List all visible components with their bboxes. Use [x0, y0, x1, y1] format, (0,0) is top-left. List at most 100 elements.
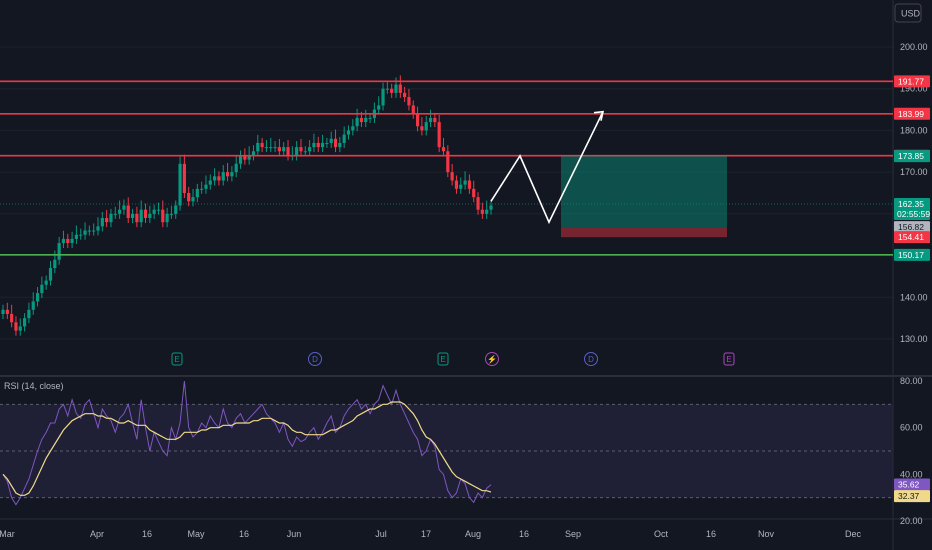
price-label-text: 154.41 [898, 232, 924, 242]
candle-body [156, 209, 161, 211]
countdown-label: 02:55:59 [897, 209, 930, 219]
candle-body [377, 105, 381, 110]
candle-body [467, 180, 472, 189]
candle-body [208, 180, 212, 185]
candle-body [1, 309, 5, 314]
candle-body [61, 238, 66, 244]
rsi-ma-value-box [894, 490, 930, 503]
candle-body [130, 213, 135, 219]
time-tick-label: Aug [465, 529, 481, 539]
candle-body [118, 209, 122, 214]
price-label-box [894, 150, 930, 163]
candle-body [472, 188, 476, 198]
candle-body [368, 117, 372, 119]
candle-body [390, 88, 394, 93]
price-label-text: 162.35 [898, 199, 924, 209]
earnings-event-icon[interactable] [723, 352, 735, 366]
candle-body [398, 84, 402, 93]
candle-body [40, 284, 44, 294]
candle-body [143, 209, 148, 219]
earnings-event-icon[interactable] [171, 352, 183, 366]
candle-body [338, 142, 342, 148]
candle-body [182, 163, 186, 193]
candle-body [178, 163, 182, 206]
candle-body [308, 147, 312, 152]
candle-body [351, 126, 355, 131]
time-tick-label: 16 [519, 529, 529, 539]
candle-body [437, 122, 441, 148]
candle-body [31, 301, 35, 310]
candle-body [113, 213, 117, 215]
candle-body [5, 309, 9, 314]
position-target-zone[interactable] [561, 156, 727, 228]
candle-body [355, 117, 359, 127]
candle-body [53, 259, 57, 269]
candle-body [424, 122, 428, 131]
rsi-tick-label: 20.00 [900, 516, 923, 526]
candle-body [411, 105, 415, 114]
rsi-value-box [894, 478, 930, 491]
candle-body [247, 155, 251, 160]
price-label-box [894, 198, 930, 221]
candle-body [174, 205, 178, 214]
rsi-value-text: 35.62 [898, 480, 920, 490]
candle-body [204, 184, 208, 189]
position-stop-zone[interactable] [561, 227, 727, 238]
candle-body [303, 151, 307, 153]
rsi-tick-label: 80.00 [900, 376, 923, 386]
time-tick-label: Oct [654, 529, 669, 539]
price-label-box [894, 75, 930, 88]
candle-body [135, 213, 139, 223]
price-tick-label: 200.00 [900, 42, 928, 52]
candle-body [446, 151, 450, 173]
candle-body [273, 147, 277, 149]
price-label-text: 183.99 [898, 109, 924, 119]
candle-body [394, 84, 398, 93]
rsi-line [2, 380, 492, 506]
candle-body [342, 134, 346, 143]
time-tick-label: Jun [287, 529, 302, 539]
candle-body [27, 309, 31, 319]
candle-body [364, 117, 368, 123]
earnings-event-icon[interactable] [437, 352, 449, 366]
candle-body [87, 230, 91, 232]
candle-body [234, 163, 238, 173]
candles [1, 75, 493, 336]
candle-body [22, 318, 27, 327]
candle-body [286, 147, 290, 156]
split-event-icon[interactable] [485, 352, 499, 366]
dividend-event-icon[interactable] [584, 352, 598, 366]
candle-body [260, 142, 264, 148]
candle-body [126, 205, 130, 219]
price-tick-label: 140.00 [900, 292, 928, 302]
rsi-tick-label: 40.00 [900, 469, 923, 479]
time-tick-label: 17 [421, 529, 431, 539]
candle-body [403, 92, 407, 98]
time-tick-label: Sep [565, 529, 581, 539]
candle-body [415, 113, 420, 127]
candle-body [277, 147, 281, 152]
price-tick-label: 130.00 [900, 334, 928, 344]
price-tick-label: 180.00 [900, 125, 928, 135]
candle-body [83, 230, 87, 235]
candle-body [450, 172, 454, 181]
currency-box[interactable] [894, 3, 922, 23]
candle-body [57, 243, 61, 260]
time-tick-label: 16 [239, 529, 249, 539]
candle-body [161, 209, 165, 223]
candle-body [139, 209, 143, 223]
time-tick-label: May [187, 529, 205, 539]
event-letter: E [174, 355, 179, 364]
candle-body [264, 147, 269, 149]
projection-path[interactable] [490, 111, 604, 225]
dividend-event-icon[interactable] [308, 352, 322, 366]
candle-body [243, 155, 247, 160]
candle-body [44, 280, 48, 285]
projection-arrowhead [593, 110, 605, 121]
candle-body [312, 142, 316, 148]
price-label-text: 150.17 [898, 250, 924, 260]
candle-body [329, 138, 333, 143]
